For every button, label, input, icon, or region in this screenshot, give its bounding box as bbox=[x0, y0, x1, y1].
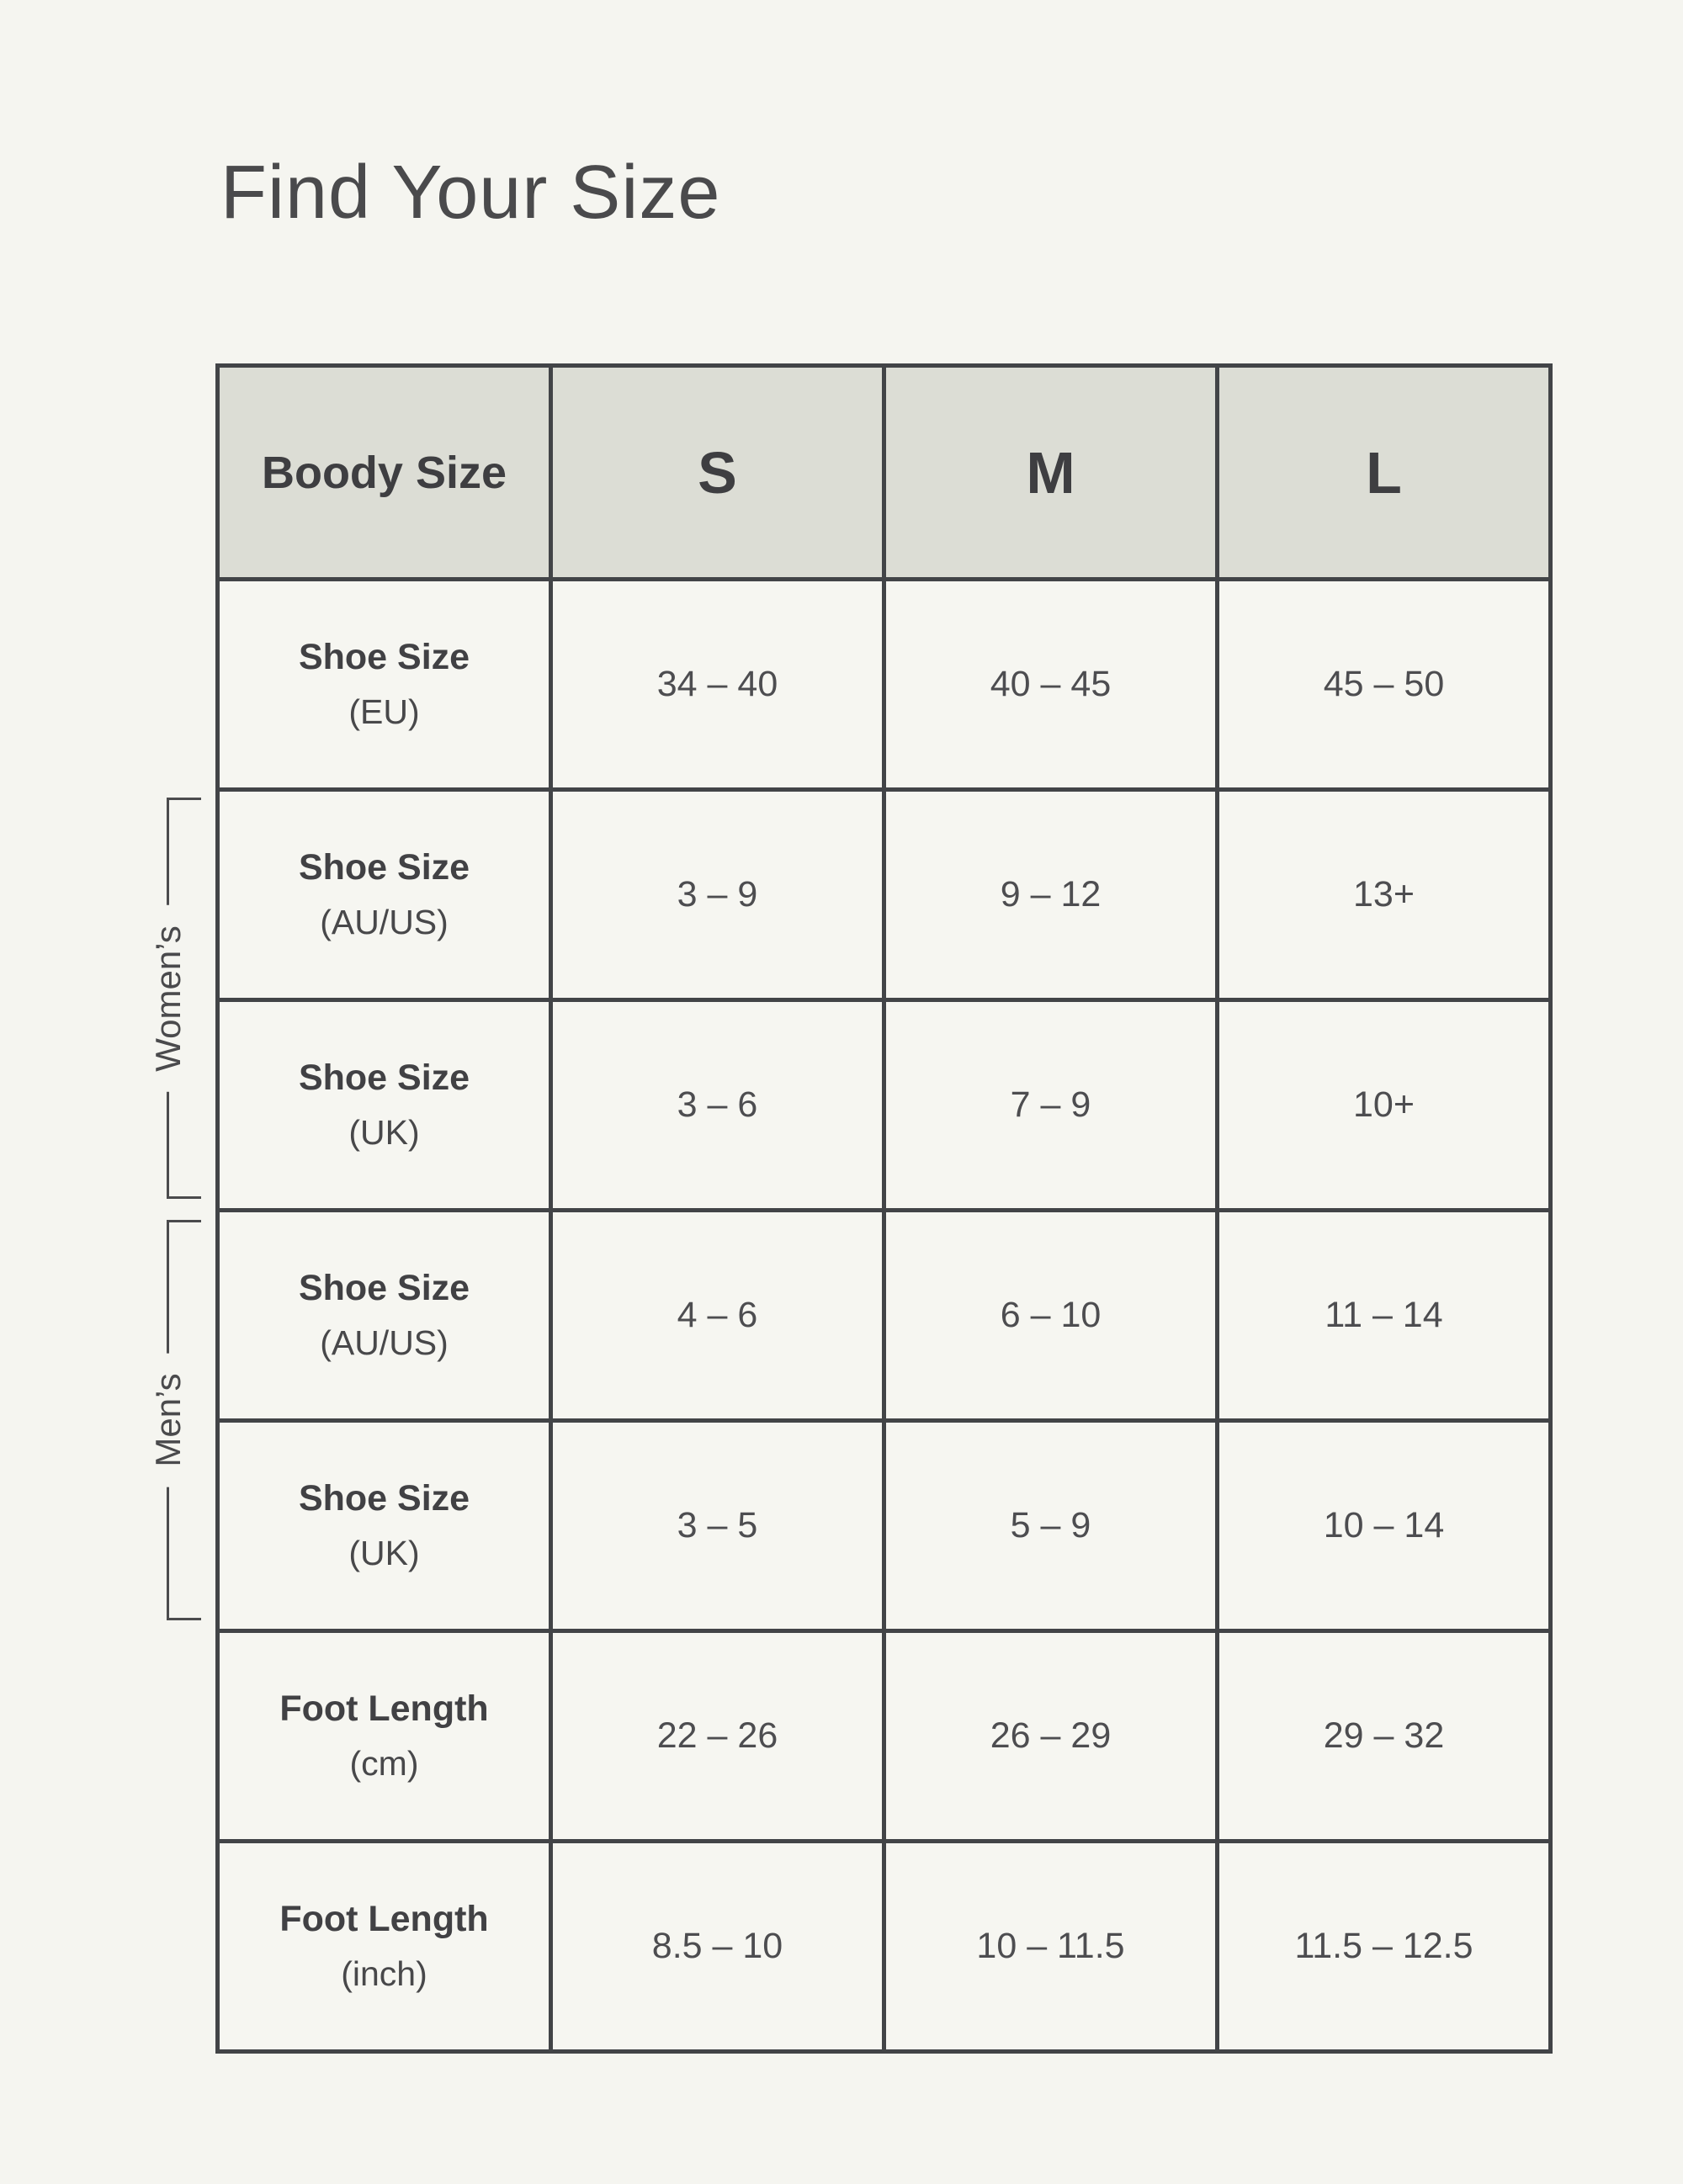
value-cell: 22 – 26 bbox=[549, 1629, 886, 1843]
value-cell: 45 – 50 bbox=[1215, 577, 1553, 792]
value-cell: 40 – 45 bbox=[882, 577, 1219, 792]
value-cell: 3 – 5 bbox=[549, 1418, 886, 1633]
value-cell: 8.5 – 10 bbox=[549, 1839, 886, 2054]
row-label-unit: (EU) bbox=[348, 692, 420, 731]
table-row-foot-length-inch: Foot Length (inch) 8.5 – 10 10 – 11.5 11… bbox=[215, 1839, 1553, 2054]
table-row-shoe-size-eu: Shoe Size (EU) 34 – 40 40 – 45 45 – 50 bbox=[215, 577, 1553, 792]
row-label-unit: (AU/US) bbox=[320, 1323, 449, 1362]
value-cell: 9 – 12 bbox=[882, 787, 1219, 1002]
row-label-unit: (UK) bbox=[348, 1534, 420, 1572]
value-cell: 13+ bbox=[1215, 787, 1553, 1002]
value-cell: 4 – 6 bbox=[549, 1208, 886, 1423]
value-cell: 11 – 14 bbox=[1215, 1208, 1553, 1423]
value-cell: 3 – 6 bbox=[549, 998, 886, 1212]
value-cell: 10 – 14 bbox=[1215, 1418, 1553, 1633]
mens-group-label: Men’s bbox=[148, 1353, 188, 1487]
header-cell-size-s: S bbox=[549, 363, 886, 581]
table-row-mens-shoe-size-uk: Shoe Size (UK) 3 – 5 5 – 9 10 – 14 bbox=[215, 1418, 1553, 1633]
row-label: Shoe Size bbox=[298, 847, 470, 888]
value-cell: 10 – 11.5 bbox=[882, 1839, 1219, 2054]
header-cell-size-l: L bbox=[1215, 363, 1553, 581]
row-label-cell: Shoe Size (AU/US) bbox=[215, 787, 553, 1002]
row-label: Shoe Size bbox=[298, 637, 470, 677]
size-chart-table: Boody Size S M L Shoe Size (EU) 34 – 40 … bbox=[215, 363, 1553, 2054]
row-label-cell: Shoe Size (UK) bbox=[215, 1418, 553, 1633]
table-row-foot-length-cm: Foot Length (cm) 22 – 26 26 – 29 29 – 32 bbox=[215, 1629, 1553, 1843]
row-label: Foot Length bbox=[279, 1899, 489, 1939]
womens-group-label: Women’s bbox=[148, 905, 188, 1092]
table-row-womens-shoe-size-uk: Shoe Size (UK) 3 – 6 7 – 9 10+ bbox=[215, 998, 1553, 1212]
row-label: Shoe Size bbox=[298, 1478, 470, 1519]
table-header-row: Boody Size S M L bbox=[215, 363, 1553, 581]
table-row-mens-shoe-size-auus: Shoe Size (AU/US) 4 – 6 6 – 10 11 – 14 bbox=[215, 1208, 1553, 1423]
value-cell: 29 – 32 bbox=[1215, 1629, 1553, 1843]
header-cell-boody-size: Boody Size bbox=[215, 363, 553, 581]
value-cell: 10+ bbox=[1215, 998, 1553, 1212]
row-label-cell: Foot Length (inch) bbox=[215, 1839, 553, 2054]
row-label-cell: Foot Length (cm) bbox=[215, 1629, 553, 1843]
row-label-cell: Shoe Size (UK) bbox=[215, 998, 553, 1212]
value-cell: 34 – 40 bbox=[549, 577, 886, 792]
row-label: Shoe Size bbox=[298, 1058, 470, 1098]
value-cell: 6 – 10 bbox=[882, 1208, 1219, 1423]
row-label-cell: Shoe Size (AU/US) bbox=[215, 1208, 553, 1423]
row-label-unit: (inch) bbox=[341, 1954, 427, 1993]
row-label-unit: (cm) bbox=[349, 1744, 419, 1783]
row-label: Shoe Size bbox=[298, 1268, 470, 1308]
value-cell: 7 – 9 bbox=[882, 998, 1219, 1212]
header-cell-size-m: M bbox=[882, 363, 1219, 581]
table-row-womens-shoe-size-auus: Shoe Size (AU/US) 3 – 9 9 – 12 13+ bbox=[215, 787, 1553, 1002]
value-cell: 3 – 9 bbox=[549, 787, 886, 1002]
value-cell: 5 – 9 bbox=[882, 1418, 1219, 1633]
value-cell: 11.5 – 12.5 bbox=[1215, 1839, 1553, 2054]
row-label-cell: Shoe Size (EU) bbox=[215, 577, 553, 792]
row-label: Foot Length bbox=[279, 1688, 489, 1729]
row-label-unit: (UK) bbox=[348, 1113, 420, 1152]
row-label-unit: (AU/US) bbox=[320, 903, 449, 941]
page-title: Find Your Size bbox=[220, 151, 721, 235]
value-cell: 26 – 29 bbox=[882, 1629, 1219, 1843]
